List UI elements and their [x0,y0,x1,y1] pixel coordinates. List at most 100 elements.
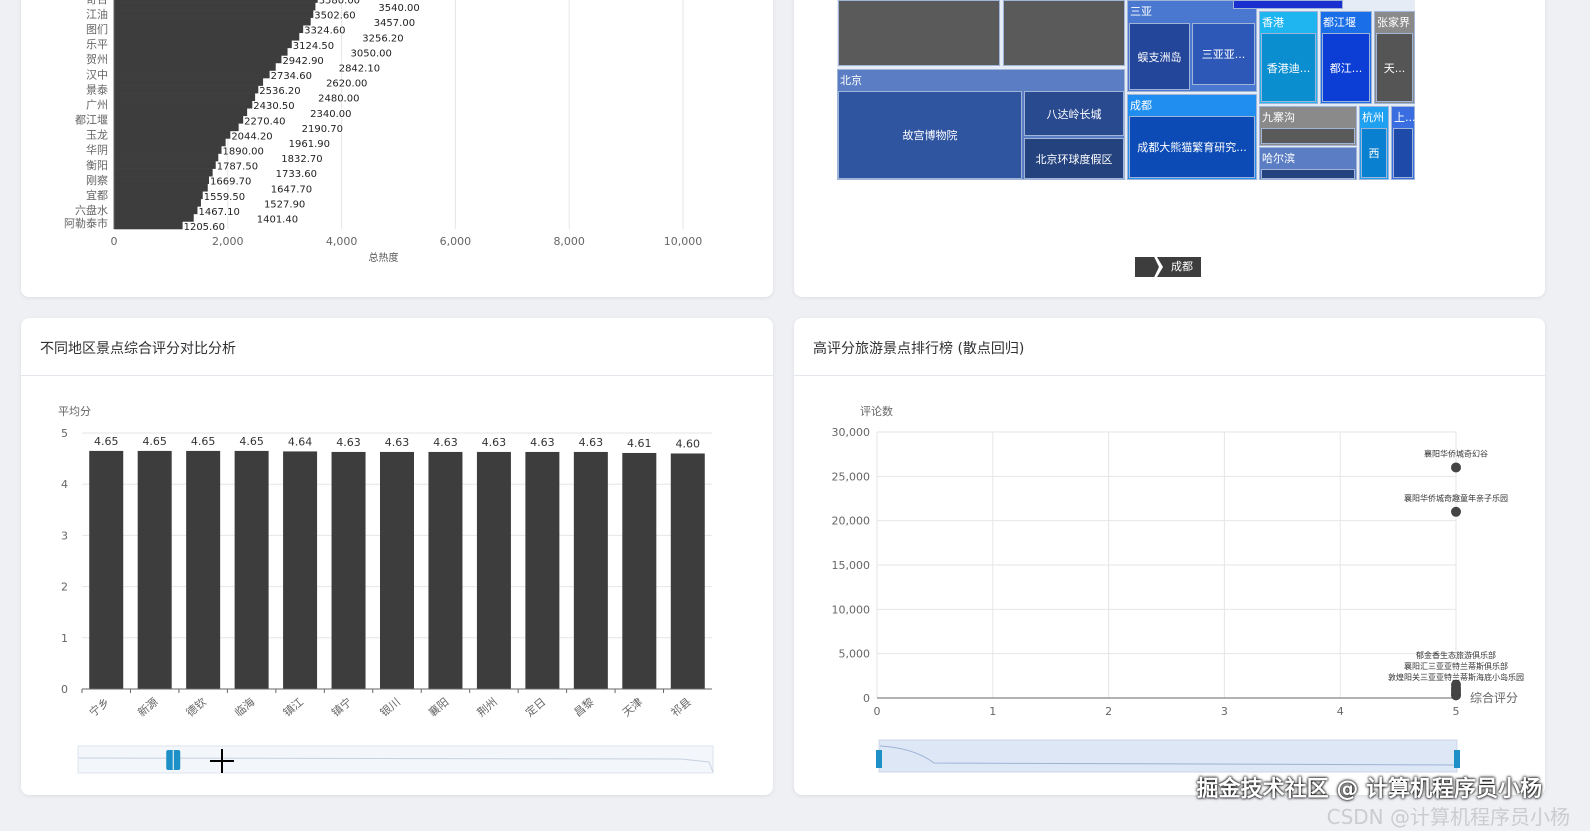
bar-value-label: 4.65 [191,435,216,448]
bar-value-label: 4.60 [676,437,701,450]
bar-value-label: 4.63 [530,436,555,449]
treemap-group-label: 杭州 [1362,111,1384,124]
slider-preview [879,745,1457,766]
heat-bar [114,0,318,3]
heat-bar [114,62,276,71]
x-tick-label: 0 [111,235,118,248]
y-tick-label: 4 [61,478,68,491]
region-bar [428,451,463,689]
treemap-tile[interactable] [1261,128,1355,144]
heat-bar [114,55,282,64]
treemap-breadcrumb: 成都 [1135,257,1201,277]
treemap-tile[interactable]: 香港迪... [1261,33,1316,102]
bar-value-label: 2190.70 [302,124,343,135]
breadcrumb-root[interactable] [1135,257,1159,277]
region-bar [283,451,318,689]
x-category-label: 襄阳 [426,695,452,720]
heat-bar [114,85,259,94]
treemap-tile[interactable]: 都江... [1322,33,1370,102]
treemap-tile[interactable]: 三亚亚... [1192,23,1255,85]
bar-value-label: 1669.70 [210,177,251,188]
y-tick-label: 5,000 [839,648,871,661]
x-category-label: 荆州 [475,695,500,719]
treemap-group-label: 张家界 [1377,16,1410,29]
bar-value-label: 4.63 [336,436,361,449]
scatter-point[interactable] [1451,690,1461,701]
heat-bar [114,108,248,117]
x-tick-label: 6,000 [440,235,472,248]
bar-value-label: 4.63 [433,436,458,449]
y-tick-label: 3 [61,529,68,542]
x-tick-label: 4 [1337,705,1344,718]
x-category-label: 新源 [135,695,161,720]
treemap-tile[interactable]: 北京环球度假区 [1024,138,1124,179]
data-zoom-slider[interactable] [876,739,1460,773]
scatter-point[interactable] [1451,462,1461,473]
treemap-tile[interactable] [1233,0,1343,9]
bar-value-label: 3457.00 [374,18,415,29]
x-tick-label: 3 [1221,705,1228,718]
treemap-tile[interactable] [1261,169,1355,179]
treemap-tile[interactable] [838,0,1000,66]
point-label: 襄阳华侨城奇幻谷 [1424,448,1488,458]
treemap-tile[interactable]: 八达岭长城 [1024,91,1124,136]
y-category-label: 都江堰 [75,114,108,127]
bar-value-label: 2340.00 [310,109,351,120]
region-bar [670,453,705,689]
y-axis-title: 平均分 [58,405,91,418]
region-bar [234,450,269,689]
heat-bar [114,78,264,86]
treemap-tile[interactable] [1393,128,1413,178]
treemap-tile[interactable]: 蜈支洲岛 [1129,23,1190,90]
y-category-label: 奇台 [86,0,108,6]
treemap-tile[interactable]: 西 [1361,128,1387,178]
y-category-label: 刚察 [86,173,108,187]
region-bar [380,451,414,689]
heat-bar [114,191,203,200]
slider-handle[interactable] [876,750,882,768]
x-tick-label: 4,000 [326,235,358,248]
y-tick-label: 30,000 [832,426,871,439]
x-category-label: 祁县 [668,695,694,720]
heat-bar [114,213,194,222]
bar-value-label: 2620.00 [326,79,367,90]
heat-bar [114,32,300,41]
x-category-label: 镇宁 [329,695,355,720]
heat-bar [114,2,316,11]
card-title: 不同地区景点综合评分对比分析 [40,341,236,357]
treemap-tile[interactable]: 成都大熊猫繁育研究... [1129,116,1255,178]
treemap-tile[interactable]: 故宫博物院 [838,91,1022,179]
y-category-label: 图们 [86,22,108,36]
region-bar [525,451,560,689]
bar-value-label: 3540.00 [378,3,419,14]
bar-value-label: 1787.50 [217,162,258,173]
slider-handle[interactable] [1454,750,1460,768]
x-tick-label: 0 [874,705,881,718]
treemap-group-label: 都江堰 [1323,16,1356,29]
scatter-point[interactable] [1451,506,1461,517]
card-title: 高评分旅游景点排行榜 (散点回归) [813,341,1025,357]
bar-value-label: 3502.60 [314,11,355,22]
region-bar [89,450,124,689]
region-bar [137,450,172,689]
heat-bar [114,25,304,34]
breadcrumb-chengdu[interactable]: 成都 [1157,257,1201,277]
y-tick-label: 20,000 [832,515,871,528]
region-bar [186,450,221,689]
y-category-label: 景泰 [86,82,108,96]
heat-bar [114,70,270,79]
point-label: 敦煌阳关三亚亚特兰蒂斯海底小岛乐园 [1388,672,1524,682]
x-category-label: 镇江 [280,695,306,720]
heat-bar-chart: 0 2,000 4,000 6,000 8,000 10,000 总热度 3580.00 奇台 3… [64,0,702,264]
bar-value-label: 4.65 [239,435,264,448]
bar-value-label: 1733.60 [276,169,317,180]
y-category-label: 玉龙 [86,129,108,142]
treemap-tile[interactable] [1003,0,1125,66]
slider-selected-range [878,739,1458,773]
data-zoom-slider[interactable] [77,745,714,774]
treemap-tile[interactable]: 天... [1376,33,1413,102]
heat-bar [114,138,226,147]
y-tick-label: 15,000 [832,559,871,572]
region-bar [573,451,608,689]
heat-bar [114,145,222,154]
